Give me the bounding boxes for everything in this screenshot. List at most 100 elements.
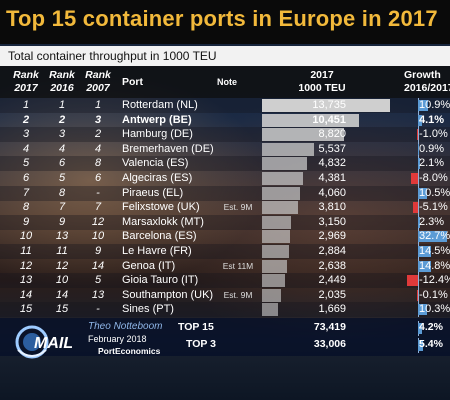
throughput-value: 4,832	[318, 157, 346, 170]
throughput-bar	[262, 113, 360, 127]
growth-value: -8.0%	[419, 172, 448, 184]
growth-bar	[418, 187, 428, 199]
throughput-value: 2,969	[318, 230, 346, 243]
table-row: 7 8 - Piraeus (EL) 4,060 10.5%	[0, 185, 450, 201]
rank-2017-cell: 11	[20, 245, 32, 257]
header-rank-2016-year: 2016	[50, 82, 74, 94]
table-row: 6 5 6 Algeciras (ES) 4,381 -8.0%	[0, 171, 450, 186]
growth-bar	[418, 216, 421, 228]
port-name-cell: Hamburg (DE)	[122, 128, 193, 141]
growth-value: 4.1%	[419, 113, 445, 126]
rank-2007-cell: 5	[94, 274, 102, 287]
port-name-cell: Gioia Tauro (IT)	[122, 274, 199, 287]
growth-bar	[418, 143, 419, 155]
rank-2017-cell: 9	[22, 215, 30, 228]
growth-value: 14.5%	[419, 245, 450, 257]
rank-2007-cell: -	[96, 303, 100, 316]
growth-value: 10.3%	[419, 303, 450, 316]
header-rank-2017: Rank 2017	[6, 69, 46, 95]
header-rank-2016-label: Rank	[49, 69, 75, 81]
header-rank-2016: Rank 2016	[42, 69, 82, 95]
total-growth-value: 4.2%	[419, 321, 443, 333]
rank-2016-cell: 13	[55, 230, 69, 243]
throughput-bar	[262, 303, 278, 317]
author-name: Theo Notteboom	[88, 321, 163, 332]
throughput-value: 8,820	[318, 128, 346, 141]
note-cell	[214, 230, 262, 243]
throughput-value: 5,537	[318, 142, 346, 155]
total-label: TOP 15	[178, 321, 214, 333]
rank-2016-cell: 14	[55, 288, 69, 301]
growth-bar	[418, 158, 420, 170]
throughput-value: 10,451	[312, 113, 346, 126]
table-row: 3 3 2 Hamburg (DE) 8,820 -1.0%	[0, 127, 450, 143]
growth-bar	[413, 202, 418, 214]
table-header: Rank 2017 Rank 2016 Rank 2007 Port Note …	[0, 66, 450, 98]
rank-2016-cell: 12	[55, 259, 69, 272]
rank-2016-cell: 8	[58, 186, 66, 199]
rank-2017-cell: 2	[22, 113, 30, 126]
cmail-logo-icon: MAIL	[15, 325, 72, 359]
growth-bar	[418, 100, 428, 111]
port-name-cell: Rotterdam (NL)	[122, 99, 198, 111]
port-name-cell: Le Havre (FR)	[122, 245, 192, 257]
note-cell	[214, 216, 262, 229]
total-growth-value: 5.4%	[419, 338, 443, 350]
growth-axis-line	[418, 273, 419, 289]
growth-value: 14.8%	[419, 259, 450, 272]
header-rank-2017-label: Rank	[13, 69, 39, 81]
growth-value: 0.9%	[419, 142, 445, 155]
port-name-cell: Piraeus (EL)	[122, 186, 184, 199]
throughput-value: 2,884	[318, 245, 346, 257]
header-note: Note	[217, 77, 237, 87]
port-name-cell: Marsaxlokk (MT)	[122, 215, 204, 228]
growth-bar	[418, 114, 422, 126]
rank-2017-cell: 7	[22, 186, 30, 199]
table-row: 11 11 9 Le Havre (FR) 2,884 14.5%	[0, 244, 450, 259]
note-cell	[214, 245, 262, 258]
rank-2017-cell: 4	[22, 142, 30, 155]
throughput-value: 4,381	[318, 172, 346, 184]
throughput-bar	[262, 142, 314, 156]
port-name-cell: Valencia (ES)	[122, 157, 189, 170]
growth-value: 2.1%	[419, 157, 445, 170]
rank-2016-cell: 11	[56, 245, 68, 257]
table-row: 4 4 4 Bremerhaven (DE) 5,537 0.9%	[0, 141, 450, 157]
throughput-value: 4,060	[318, 186, 346, 199]
growth-bar	[418, 246, 432, 257]
note-cell	[214, 114, 262, 127]
growth-axis-line	[418, 287, 419, 303]
rank-2016-cell: 3	[58, 128, 66, 141]
rank-2017-cell: 1	[22, 99, 30, 111]
rank-2017-cell: 14	[19, 288, 33, 301]
growth-bar	[418, 260, 432, 272]
port-name-cell: Antwerp (BE)	[122, 113, 192, 126]
organization-name: PortEconomics	[98, 346, 161, 356]
table-row: 10 13 10 Barcelona (ES) 2,969 32.7%	[0, 229, 450, 245]
growth-axis-line	[418, 127, 419, 143]
rank-2007-cell: 1	[94, 99, 102, 111]
note-cell	[214, 187, 262, 200]
note-cell: Est. 9M	[223, 289, 253, 300]
throughput-value: 2,638	[318, 259, 346, 272]
rank-2016-cell: 15	[55, 303, 69, 316]
note-cell	[214, 274, 262, 287]
port-name-cell: Felixstowe (UK)	[122, 201, 200, 214]
growth-bar	[410, 173, 418, 184]
throughput-bar	[262, 99, 390, 112]
rank-2007-cell: 3	[94, 113, 102, 126]
growth-bar	[417, 289, 418, 301]
throughput-value: 1,669	[318, 303, 346, 316]
growth-bar	[417, 129, 418, 141]
publish-date: February 2018	[88, 334, 147, 344]
header-teu-unit: 1000 TEU	[298, 82, 346, 94]
throughput-bar	[262, 274, 285, 288]
total-value: 73,419	[313, 321, 346, 333]
rank-2016-cell: 10	[55, 274, 69, 287]
rank-2007-cell: -	[96, 186, 100, 199]
header-rank-2007: Rank 2007	[78, 69, 118, 95]
throughput-value: 2,035	[318, 288, 346, 301]
throughput-value: 13,735	[312, 99, 346, 111]
port-name-cell: Southampton (UK)	[122, 288, 214, 301]
port-name-cell: Genoa (IT)	[122, 259, 176, 272]
